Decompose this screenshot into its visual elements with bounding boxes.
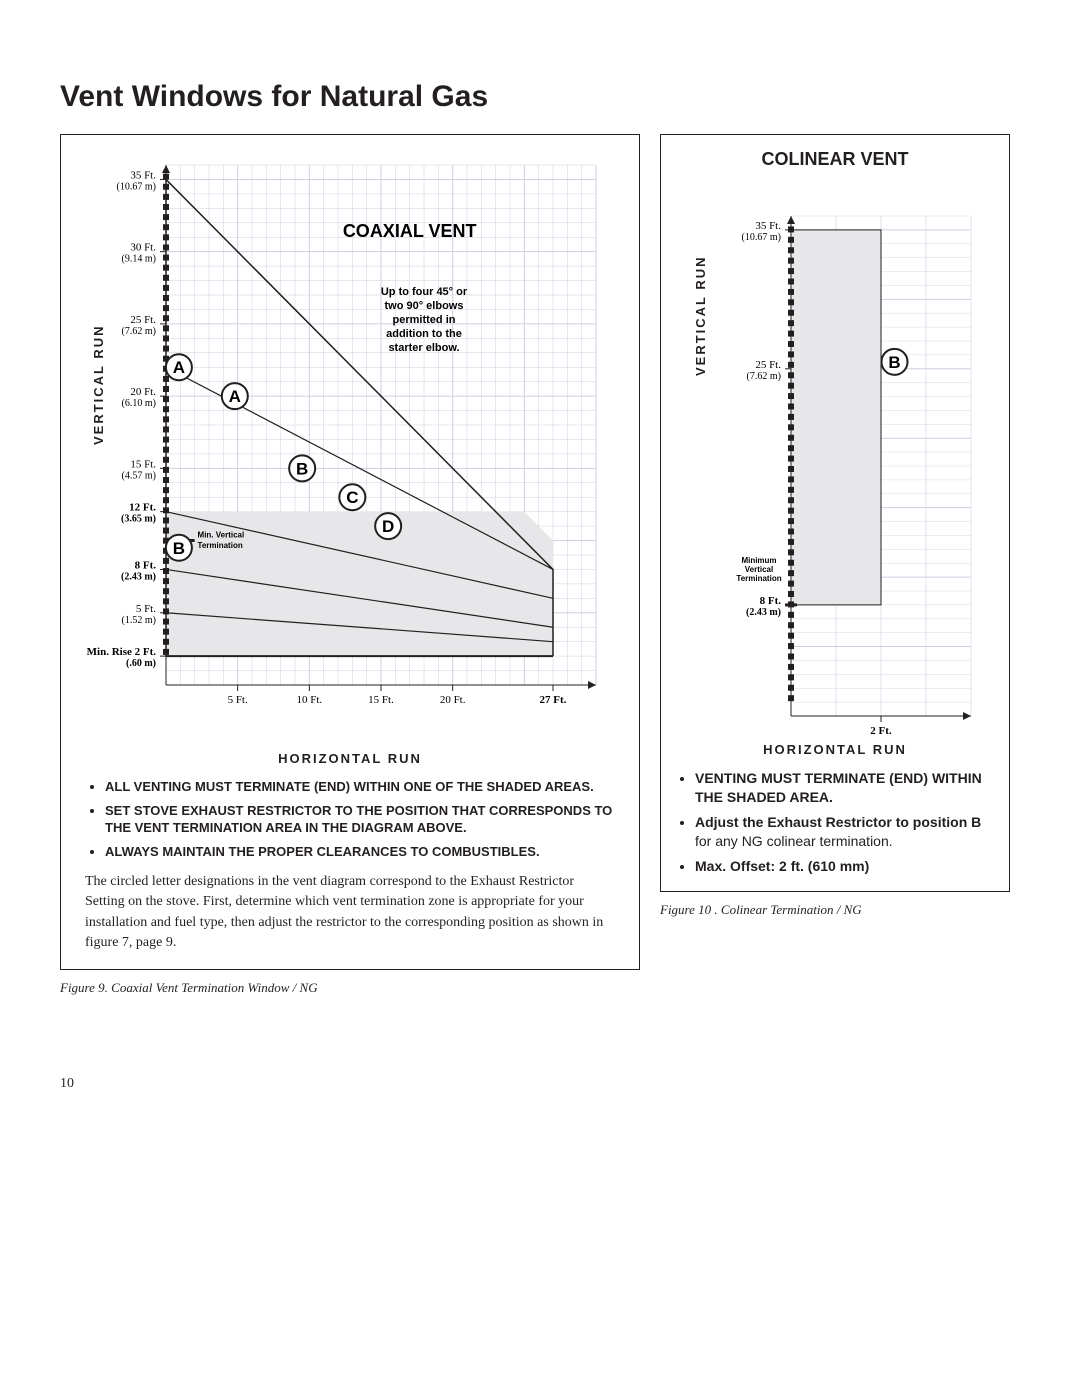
- svg-text:(10.67 m): (10.67 m): [742, 232, 781, 243]
- page-title: Vent Windows for Natural Gas: [60, 80, 1020, 114]
- colin-bullet-2: Adjust the Exhaust Restrictor to positio…: [695, 813, 985, 851]
- colinear-title: COLINEAR VENT: [671, 149, 999, 170]
- svg-text:A: A: [173, 358, 185, 377]
- page-number: 10: [60, 1076, 1020, 1092]
- svg-text:35 Ft.: 35 Ft.: [755, 220, 781, 232]
- svg-text:(1.52 m): (1.52 m): [122, 615, 156, 626]
- coax-horizontal-axis-label: HORIZONTAL RUN: [71, 751, 629, 766]
- svg-text:(.60 m): (.60 m): [126, 658, 156, 669]
- svg-text:(2.43 m): (2.43 m): [121, 571, 156, 582]
- colinear-panel: COLINEAR VENT VERTICAL RUN 35 Ft.(10.67 …: [660, 134, 1012, 918]
- svg-text:35 Ft.: 35 Ft.: [130, 169, 156, 181]
- svg-text:Minimum: Minimum: [741, 556, 776, 565]
- coax-paragraph: The circled letter designations in the v…: [71, 866, 629, 959]
- svg-text:15 Ft.: 15 Ft.: [368, 694, 394, 705]
- coax-bullet-2: SET STOVE EXHAUST RESTRICTOR TO THE POSI…: [105, 802, 615, 837]
- svg-text:25 Ft.: 25 Ft.: [755, 359, 781, 371]
- coax-caption: Figure 9. Coaxial Vent Termination Windo…: [60, 980, 642, 996]
- svg-text:Up to four 45° or: Up to four 45° or: [381, 286, 468, 298]
- svg-text:(7.62 m): (7.62 m): [747, 371, 781, 382]
- svg-text:B: B: [173, 539, 185, 558]
- svg-text:COAXIAL VENT: COAXIAL VENT: [343, 221, 477, 241]
- svg-text:addition to the: addition to the: [386, 328, 462, 340]
- svg-text:(9.14 m): (9.14 m): [122, 254, 156, 265]
- svg-text:C: C: [346, 488, 358, 507]
- svg-text:Termination: Termination: [736, 574, 781, 583]
- svg-text:8 Ft.: 8 Ft.: [135, 559, 157, 571]
- svg-text:27 Ft.: 27 Ft.: [540, 694, 567, 705]
- colin-vertical-axis-label: VERTICAL RUN: [693, 255, 708, 376]
- svg-text:Termination: Termination: [198, 541, 243, 550]
- colin-caption: Figure 10 . Colinear Termination / NG: [660, 902, 1012, 918]
- coax-bullet-1: ALL VENTING MUST TERMINATE (END) WITHIN …: [105, 778, 615, 796]
- svg-text:(2.43 m): (2.43 m): [746, 607, 781, 618]
- svg-text:B: B: [888, 353, 900, 372]
- svg-text:10 Ft.: 10 Ft.: [296, 694, 322, 705]
- svg-text:D: D: [382, 517, 394, 536]
- svg-text:20 Ft.: 20 Ft.: [440, 694, 466, 705]
- svg-text:Min. Vertical: Min. Vertical: [198, 531, 245, 540]
- colin-bullet-1: VENTING MUST TERMINATE (END) WITHIN THE …: [695, 769, 985, 807]
- svg-text:A: A: [229, 387, 241, 406]
- svg-text:(3.65 m): (3.65 m): [121, 514, 156, 525]
- svg-text:Min. Rise 2 Ft.: Min. Rise 2 Ft.: [87, 646, 157, 658]
- svg-text:(10.67 m): (10.67 m): [117, 181, 156, 192]
- svg-text:permitted in: permitted in: [393, 314, 456, 326]
- svg-text:two 90° elbows: two 90° elbows: [385, 300, 464, 312]
- svg-text:5 Ft.: 5 Ft.: [136, 603, 156, 615]
- svg-text:(6.10 m): (6.10 m): [122, 398, 156, 409]
- svg-text:5 Ft.: 5 Ft.: [228, 694, 248, 705]
- svg-text:12 Ft.: 12 Ft.: [129, 502, 156, 514]
- coax-bullet-3: ALWAYS MAINTAIN THE PROPER CLEARANCES TO…: [105, 843, 615, 861]
- svg-text:25 Ft.: 25 Ft.: [130, 314, 156, 326]
- coax-bullets: ALL VENTING MUST TERMINATE (END) WITHIN …: [71, 770, 629, 860]
- svg-text:30 Ft.: 30 Ft.: [130, 242, 156, 254]
- svg-text:(4.57 m): (4.57 m): [122, 470, 156, 481]
- svg-text:8 Ft.: 8 Ft.: [760, 595, 782, 607]
- svg-text:B: B: [296, 459, 308, 478]
- svg-text:Vertical: Vertical: [745, 565, 773, 574]
- svg-text:2 Ft.: 2 Ft.: [870, 725, 892, 736]
- svg-text:starter elbow.: starter elbow.: [388, 342, 459, 354]
- colin-bullet-3: Max. Offset: 2 ft. (610 mm): [695, 857, 985, 876]
- coax-vertical-axis-label: VERTICAL RUN: [91, 324, 106, 445]
- colin-bullets: VENTING MUST TERMINATE (END) WITHIN THE …: [671, 761, 999, 875]
- colin-horizontal-axis-label: HORIZONTAL RUN: [671, 742, 999, 757]
- svg-text:(7.62 m): (7.62 m): [122, 326, 156, 337]
- svg-text:20 Ft.: 20 Ft.: [130, 386, 156, 398]
- svg-text:15 Ft.: 15 Ft.: [130, 458, 156, 470]
- coaxial-panel: VERTICAL RUN 35 Ft.(10.67 m) 30 Ft.(9.14 …: [60, 134, 642, 996]
